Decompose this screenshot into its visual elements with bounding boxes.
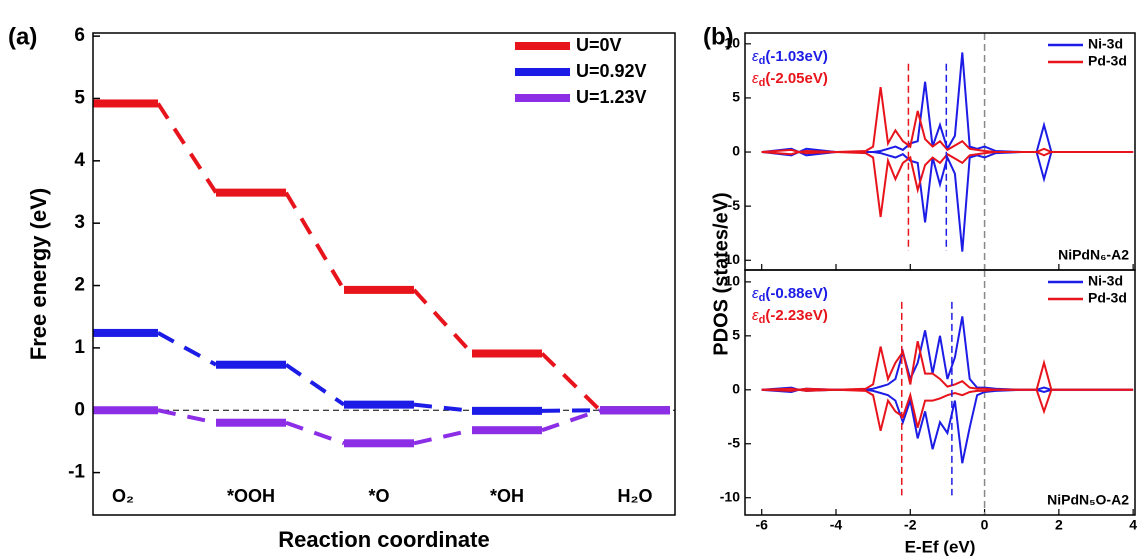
pdos-line bbox=[762, 316, 1133, 389]
d-band-annotation: εd(-2.23eV) bbox=[752, 307, 828, 326]
connector bbox=[158, 103, 216, 192]
connector bbox=[414, 290, 472, 354]
y-axis-label: Free energy (eV) bbox=[26, 188, 51, 360]
y-tick-label: 5 bbox=[732, 89, 740, 105]
energy-level bbox=[216, 419, 286, 427]
d-band-label: (-0.88eV) bbox=[765, 285, 828, 302]
energy-level bbox=[93, 329, 158, 337]
d-band-subscript: d bbox=[759, 314, 766, 326]
energy-level bbox=[344, 286, 414, 294]
x-tick-label: -2 bbox=[904, 517, 917, 533]
d-band-label: (-1.03eV) bbox=[765, 48, 828, 65]
x-tick-label: O₂ bbox=[112, 486, 134, 506]
energy-level bbox=[472, 350, 542, 358]
d-band-label: (-2.05eV) bbox=[765, 70, 828, 87]
connector bbox=[286, 365, 344, 405]
y-tick-label: 6 bbox=[74, 25, 85, 46]
energy-level bbox=[93, 406, 158, 414]
connector bbox=[286, 423, 344, 444]
y-tick-label: 0 bbox=[732, 381, 740, 397]
x-axis-label: E-Ef (eV) bbox=[905, 537, 976, 556]
x-tick-label: 4 bbox=[1129, 517, 1137, 533]
y-tick-label: 5 bbox=[74, 87, 85, 108]
legend-label: U=0.92V bbox=[576, 61, 647, 81]
y-tick-label: 5 bbox=[732, 327, 740, 343]
y-tick-label: 4 bbox=[74, 150, 85, 171]
x-tick-label: *OOH bbox=[227, 486, 275, 506]
x-axis-label: Reaction coordinate bbox=[278, 527, 489, 552]
energy-level bbox=[472, 407, 542, 415]
x-tick-label: *O bbox=[368, 486, 389, 506]
y-tick-label: 0 bbox=[74, 399, 85, 420]
energy-level bbox=[216, 361, 286, 369]
connector bbox=[542, 410, 600, 430]
d-band-annotation: εd(-2.05eV) bbox=[752, 70, 828, 89]
y-tick-label: -5 bbox=[728, 197, 741, 213]
y-tick-label: 2 bbox=[74, 275, 85, 296]
figure: (a) Free energy (eV) Reaction coordinate -1… bbox=[0, 0, 1144, 558]
connector bbox=[158, 410, 216, 422]
energy-level bbox=[344, 401, 414, 409]
page: (a) Free energy (eV) Reaction coordinate -1… bbox=[0, 0, 1144, 558]
legend-label: Pd-3d bbox=[1088, 290, 1127, 306]
legend-swatch bbox=[515, 94, 570, 102]
energy-level bbox=[216, 189, 286, 197]
y-tick-label: -5 bbox=[728, 434, 741, 450]
y-tick-label: 10 bbox=[724, 273, 740, 289]
x-tick-label: *OH bbox=[490, 486, 524, 506]
legend-label: Pd-3d bbox=[1088, 53, 1127, 69]
connector bbox=[158, 333, 216, 365]
x-tick-label: -6 bbox=[755, 517, 768, 533]
connector bbox=[542, 354, 600, 411]
x-tick-label: 2 bbox=[1055, 517, 1063, 533]
legend-label: Ni-3d bbox=[1088, 273, 1123, 289]
x-tick-label: -4 bbox=[830, 517, 843, 533]
y-tick-label: 0 bbox=[732, 143, 740, 159]
y-tick-label: 1 bbox=[74, 337, 85, 358]
connector bbox=[286, 193, 344, 290]
connector bbox=[542, 410, 600, 411]
x-tick-label: 0 bbox=[981, 517, 989, 533]
subplot-label: NiPdN₆-A2 bbox=[1058, 247, 1129, 263]
y-tick-label: -1 bbox=[68, 462, 85, 483]
energy-level bbox=[472, 426, 542, 434]
pdos-line bbox=[762, 87, 1133, 152]
legend-swatch bbox=[515, 68, 570, 76]
y-tick-label: 10 bbox=[724, 35, 740, 51]
energy-level bbox=[600, 406, 670, 414]
d-band-subscript: d bbox=[759, 292, 766, 304]
subplot-label: NiPdN₅O-A2 bbox=[1047, 492, 1129, 508]
legend-label: Ni-3d bbox=[1088, 36, 1123, 52]
x-tick-label: H₂O bbox=[618, 486, 653, 506]
legend-label: U=1.23V bbox=[576, 87, 647, 107]
pdos-line bbox=[762, 390, 1133, 463]
d-band-annotation: εd(-1.03eV) bbox=[752, 48, 828, 67]
y-tick-label: 3 bbox=[74, 212, 85, 233]
connector bbox=[414, 430, 472, 443]
pdos-line bbox=[762, 152, 1133, 252]
d-band-subscript: d bbox=[759, 55, 766, 67]
pdos-line bbox=[762, 152, 1133, 217]
panel-label: (a) bbox=[8, 23, 37, 50]
d-band-label: (-2.23eV) bbox=[765, 307, 828, 324]
legend-label: U=0V bbox=[576, 35, 622, 55]
y-tick-label: -10 bbox=[720, 488, 740, 504]
legend-swatch bbox=[515, 42, 570, 50]
d-band-subscript: d bbox=[759, 77, 766, 89]
pdos-line bbox=[762, 53, 1133, 153]
pdos-line bbox=[762, 341, 1133, 390]
d-band-annotation: εd(-0.88eV) bbox=[752, 285, 828, 304]
energy-level bbox=[344, 439, 414, 447]
pdos-line bbox=[762, 390, 1133, 431]
energy-level bbox=[93, 99, 158, 107]
y-tick-label: -10 bbox=[720, 251, 740, 267]
